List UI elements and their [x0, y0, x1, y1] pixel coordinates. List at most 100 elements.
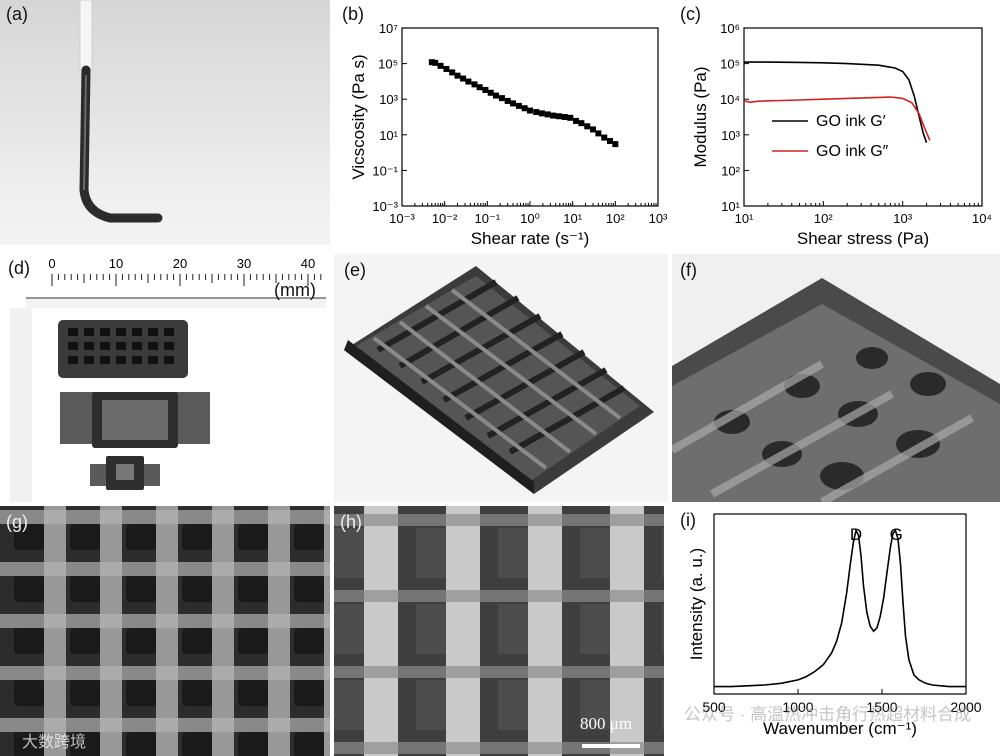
x-tick-label: 10³: [893, 211, 912, 226]
viscosity-point: [544, 111, 551, 118]
sem-hole: [662, 604, 664, 654]
y-tick-label: 10¹: [721, 199, 740, 214]
lattice-hole: [70, 576, 100, 602]
viscosity-point: [550, 112, 557, 119]
lattice-hole: [182, 732, 212, 756]
legend-label: GO ink G′: [816, 113, 886, 130]
x-tick-label: 500: [702, 699, 726, 715]
viscosity-point: [460, 75, 467, 82]
x-tick-label: 10²: [606, 211, 625, 226]
viscosity-point: [538, 110, 545, 117]
lattice-hole: [182, 576, 212, 602]
lattice-hole: [126, 732, 156, 756]
viscosity-point: [471, 81, 478, 88]
annotation-d-band: D: [850, 525, 862, 544]
x-tick-label: 10²: [814, 211, 833, 226]
sem-vertical-strand: [446, 506, 480, 756]
sem-vertical-strand: [364, 506, 398, 756]
x-tick-label: 10⁴: [972, 211, 992, 226]
x-axis-label: Shear rate (s⁻¹): [471, 229, 590, 248]
lattice-hole: [70, 680, 100, 706]
viscosity-point: [533, 109, 540, 116]
viscosity-point: [515, 102, 522, 109]
lattice-hole: [294, 732, 324, 756]
viscosity-point: [567, 114, 574, 121]
raman-spectrum-line: [714, 528, 966, 688]
y-tick-label: 10¹: [379, 128, 398, 143]
watermark-left: 大数跨境: [22, 734, 87, 751]
panel-label-h: (h): [340, 512, 362, 532]
lattice-block-photo: [334, 254, 668, 502]
panel-b-viscosity-chart: 10⁻³ 10⁻² 10⁻¹ 10⁰ 10¹ 10² 10³ 10⁻³ 10⁻¹ 10¹ 10³ 10…: [334, 0, 670, 250]
sem-horizontal-strand: [334, 742, 664, 754]
lattice-hole: [70, 524, 100, 550]
vertical-strand: [268, 506, 290, 756]
y-tick-label: 10⁶: [720, 21, 740, 36]
lattice-cells: [0, 506, 330, 756]
x-tick-label: 10⁻¹: [475, 211, 501, 226]
raman-chart-svg: 500 1000 1500 2000 Wavenumber (cm⁻¹) Intensit…: [687, 513, 982, 738]
viscosity-point: [476, 84, 483, 91]
x-tick-label: 2000: [950, 699, 981, 715]
lattice-hole: [182, 680, 212, 706]
viscosity-point: [510, 100, 517, 107]
panel-d-photo: 0 10 20 30 40 (mm) (d): [0, 252, 330, 502]
filament-photo: [0, 0, 330, 245]
ruler-tick-label: 40: [301, 256, 315, 271]
lattice-hole: [126, 680, 156, 706]
y-tick-label: 10⁴: [720, 92, 740, 107]
viscosity-point: [527, 107, 533, 114]
viscosity-point: [493, 92, 500, 99]
lattice-hole: [238, 680, 268, 706]
ruler-tick-label: 10: [109, 256, 123, 271]
ruler-tick-label: 0: [48, 256, 55, 271]
panel-label-e: (e): [344, 260, 366, 280]
lattice-hole: [14, 524, 44, 550]
viscosity-point: [521, 105, 528, 112]
y-axis-label: Modulus (Pa): [691, 66, 710, 167]
y-tick-label: 10⁻³: [372, 199, 398, 214]
viscosity-point: [607, 137, 614, 144]
lattice-hole: [126, 628, 156, 654]
printed-objects-photo: 0 10 20 30 40: [0, 252, 330, 502]
panel-label-g: (g): [6, 512, 28, 532]
viscosity-point: [573, 117, 580, 124]
vertical-strand: [100, 506, 122, 756]
watermark-right: 公众号 · 高温热冲击角行热超材料合成: [684, 705, 972, 724]
x-tick-label: 10¹: [563, 211, 582, 226]
sem-hole: [662, 528, 664, 578]
x-tick-label: 10¹: [735, 211, 754, 226]
viscosity-chart-svg: 10⁻³ 10⁻² 10⁻¹ 10⁰ 10¹ 10² 10³ 10⁻³ 10⁻¹ 10¹ 10³ 10…: [349, 21, 668, 248]
y-tick-label: 10⁷: [379, 21, 398, 36]
sem-lattice: [334, 506, 664, 756]
panel-label-f: (f): [680, 260, 697, 280]
lattice-hole: [70, 628, 100, 654]
x-tick-label: 10³: [649, 211, 668, 226]
viscosity-point: [454, 72, 461, 79]
viscosity-point: [482, 86, 489, 93]
g-double-prime-line: [743, 96, 931, 141]
ruler-tick-label: 30: [237, 256, 251, 271]
viscosity-point: [428, 59, 435, 66]
lattice-hole: [294, 680, 324, 706]
panel-i-raman-chart: 500 1000 1500 2000 Wavenumber (cm⁻¹) Intensit…: [668, 504, 1000, 756]
panel-e-photo: (e): [334, 254, 668, 502]
x-axis-label: Wavenumber (cm⁻¹): [763, 719, 917, 738]
lattice-hole: [238, 576, 268, 602]
lattice-hole: [14, 628, 44, 654]
y-tick-label: 10⁵: [378, 57, 398, 72]
panel-h-sem: (h) 800 μm: [334, 506, 664, 756]
sem-horizontal-strand: [334, 514, 664, 526]
sem-hole: [662, 680, 664, 730]
viscosity-point: [498, 95, 505, 102]
viscosity-point: [504, 97, 511, 104]
viscosity-point: [590, 126, 597, 133]
panel-label-b: (b): [342, 4, 364, 24]
y-tick-label: 10⁵: [720, 57, 740, 72]
viscosity-point: [443, 65, 450, 72]
lattice-hole: [126, 524, 156, 550]
panel-f-photo: (f): [672, 254, 1000, 502]
lattice-hole: [238, 524, 268, 550]
panel-label-i: (i): [680, 510, 696, 530]
plot-frame: [713, 513, 967, 695]
